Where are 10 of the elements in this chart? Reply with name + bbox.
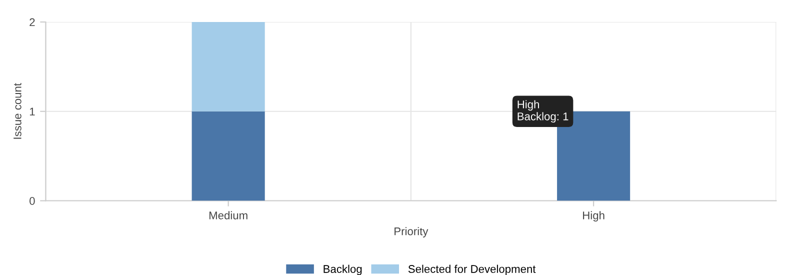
annotation: High Backlog: 1 bbox=[518, 100, 568, 123]
y-tick-label: 2 bbox=[30, 18, 35, 26]
y-axis-title: Issue count bbox=[14, 83, 22, 139]
x-tick-label: High bbox=[583, 211, 604, 222]
y-tick-label: 1 bbox=[30, 108, 35, 116]
legend-label: Backlog bbox=[324, 264, 362, 275]
x-axis-title: Priority bbox=[394, 227, 428, 238]
legend-label: Selected for Development bbox=[408, 264, 536, 275]
y-tick-label: 0 bbox=[30, 197, 35, 205]
x-tick-label: Medium bbox=[209, 211, 248, 220]
